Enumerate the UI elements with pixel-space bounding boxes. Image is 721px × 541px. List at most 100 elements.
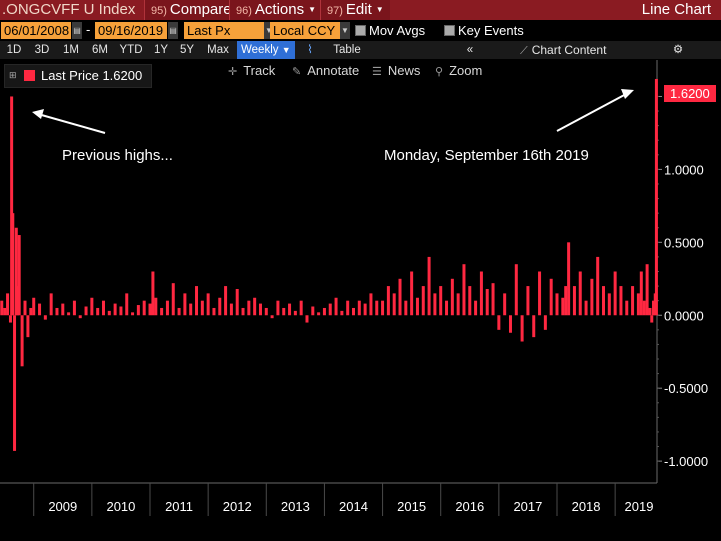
chart-content-button[interactable]: ⟋ Chart Content (520, 41, 606, 60)
table-button[interactable]: Table (333, 44, 361, 56)
currency-dropdown-icon[interactable]: ▼ (340, 22, 350, 39)
news-tool[interactable]: ☰ News (372, 61, 420, 81)
header-bar: .ONGCVFF U Index 95) Compare 96) Actions ▼ … (0, 0, 721, 20)
end-date-calendar-icon[interactable]: ▤ (168, 22, 178, 39)
data-bar (38, 303, 42, 316)
data-bar (49, 293, 53, 316)
frequency-select[interactable]: Weekly ▼ (237, 41, 295, 59)
data-bar (468, 286, 472, 316)
data-bar (369, 293, 373, 316)
key-events-checkbox[interactable] (444, 25, 455, 36)
data-bar (474, 300, 478, 316)
data-bar (645, 264, 649, 316)
data-bar (322, 307, 326, 316)
data-bar (639, 271, 643, 316)
period-ytd[interactable]: YTD (119, 44, 143, 56)
line-chart-icon[interactable]: ⌇ (307, 44, 313, 56)
data-bar (206, 293, 210, 316)
data-bar (258, 303, 262, 316)
actions-button[interactable]: 96) Actions ▼ (229, 0, 323, 20)
data-bar (293, 310, 297, 316)
annotation-left: Previous highs... (62, 147, 173, 164)
data-bar (317, 312, 321, 316)
x-tick-label: 2016 (455, 499, 484, 514)
data-bar (497, 315, 501, 330)
data-bar (340, 310, 344, 316)
x-tick-label: 2010 (106, 499, 135, 514)
data-bar (352, 307, 356, 316)
price-field-select[interactable]: Last Px (184, 22, 264, 39)
period-1d[interactable]: 1D (6, 44, 22, 56)
period-max[interactable]: Max (207, 44, 229, 56)
arrow-left (32, 109, 106, 134)
currency-select[interactable]: Local CCY (270, 22, 340, 39)
data-bar (142, 300, 146, 316)
data-bar (584, 300, 588, 316)
data-bar (11, 213, 15, 316)
data-bar (433, 293, 437, 316)
last-price-tag-value: 1.6200 (670, 86, 710, 101)
data-bar (654, 78, 658, 316)
data-bar (462, 264, 466, 316)
data-bar (165, 300, 169, 316)
y-tick-label: -1.0000 (664, 454, 708, 469)
data-bar (183, 293, 187, 316)
data-bar (288, 303, 292, 316)
data-bar (456, 293, 460, 316)
y-tick-label: -0.5000 (664, 381, 708, 396)
legend-swatch (24, 70, 35, 81)
data-bar (328, 303, 332, 316)
data-bar (160, 307, 164, 316)
data-bar (602, 286, 606, 316)
compare-button[interactable]: 95) Compare (144, 0, 238, 20)
legend-label: Last Price 1.6200 (41, 68, 142, 83)
data-bar (642, 300, 646, 316)
data-bar (450, 278, 454, 316)
data-bar (20, 315, 24, 367)
data-bar (29, 307, 33, 316)
data-bar (375, 300, 379, 316)
chart-content-label: Chart Content (531, 43, 607, 57)
data-bar (107, 310, 111, 316)
data-bar (32, 297, 36, 316)
data-bar (3, 307, 7, 316)
edit-button[interactable]: 97) Edit ▼ (320, 0, 390, 20)
data-bar (61, 303, 65, 316)
zoom-label: Zoom (449, 63, 483, 78)
data-bar (247, 300, 251, 316)
legend-expand-icon[interactable]: ⊞ (9, 70, 17, 80)
period-3d[interactable]: 3D (34, 44, 50, 56)
data-bar (625, 300, 629, 316)
collapse-icon[interactable]: « (466, 44, 474, 56)
period-1m[interactable]: 1M (63, 44, 79, 56)
data-bar (0, 300, 4, 316)
start-date-calendar-icon[interactable]: ▤ (72, 22, 82, 39)
data-bar (67, 312, 71, 316)
legend-series-name: Last Price (41, 68, 99, 83)
zoom-tool[interactable]: ⚲ Zoom (435, 61, 482, 81)
data-bar (363, 303, 367, 316)
period-6m[interactable]: 6M (92, 44, 108, 56)
track-tool[interactable]: ✛ Track (228, 61, 275, 81)
data-bar (119, 306, 123, 316)
start-date-field[interactable]: 06/01/2008 (1, 22, 71, 39)
settings-gear-icon[interactable]: ⚙ (672, 44, 684, 56)
legend: ⊞ Last Price 1.6200 (4, 64, 152, 88)
x-tick-label: 2012 (223, 499, 252, 514)
period-5y[interactable]: 5Y (179, 44, 195, 56)
mov-avgs-checkbox[interactable] (355, 25, 366, 36)
data-bar (479, 271, 483, 316)
price-field-dropdown-icon[interactable]: ▼ (264, 22, 274, 39)
data-bar (613, 271, 617, 316)
controls-bar: 06/01/2008 ▤ - 09/16/2019 ▤ Last Px ▼ Lo… (0, 21, 721, 40)
end-date-field[interactable]: 09/16/2019 (95, 22, 167, 39)
data-bar (195, 286, 199, 316)
legend-value: 1.6200 (102, 68, 143, 83)
data-bar (636, 293, 640, 316)
period-1y[interactable]: 1Y (153, 44, 169, 56)
data-bar (148, 303, 152, 316)
annotate-tool[interactable]: ✎ Annotate (292, 61, 359, 81)
data-bar (532, 315, 536, 338)
data-bar (101, 300, 105, 316)
